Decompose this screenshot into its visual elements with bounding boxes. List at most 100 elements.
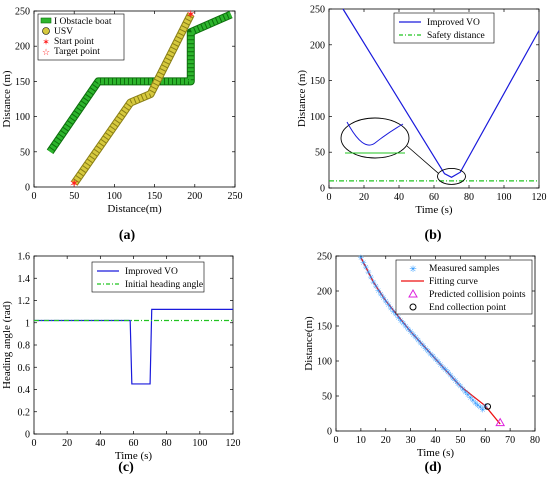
measured-sample-point: ✳: [437, 361, 444, 370]
x-tick-label: 60: [429, 192, 439, 203]
measured-sample-point: ✳: [420, 342, 427, 351]
measured-sample-point: ✳: [365, 268, 372, 277]
x-tick-label: 30: [406, 435, 416, 446]
legend-swatch-obstacle: [40, 17, 52, 24]
measured-sample-point: ✳: [477, 403, 484, 412]
measured-sample-point: ✳: [440, 363, 447, 372]
x-tick-label: 40: [95, 438, 105, 449]
measured-sample-point: ✳: [417, 339, 424, 348]
legend-label-improved-vo: Improved VO: [125, 267, 178, 277]
measured-sample-point: ✳: [435, 358, 442, 367]
usv-path: [71, 13, 194, 186]
measured-sample-point: ✳: [397, 316, 404, 325]
measured-sample-point: ✳: [395, 314, 402, 323]
x-tick-label: 120: [532, 192, 547, 203]
legend-swatch-predicted: [408, 288, 418, 298]
legend-swatch-usv: [42, 27, 50, 35]
measured-sample-point: ✳: [455, 379, 462, 388]
panel-c: 0 20 40 60 80 100 120 0 0.2 0.4 0.6 0.8 1 1.2 1.4 1.6 Ti…: [1, 252, 241, 463]
x-axis-label: Time (s): [417, 447, 455, 459]
measured-sample-point: ✳: [392, 310, 399, 319]
y-tick-label: 250: [317, 252, 332, 263]
x-tick-label: 20: [381, 435, 391, 446]
x-tick-label: 100: [497, 192, 512, 203]
legend-label-target: Target point: [54, 47, 100, 57]
y-tick-label: 100: [317, 357, 332, 368]
legend-label-initial-heading: Initial heading angle: [125, 280, 203, 290]
measured-sample-point: ✳: [450, 374, 457, 383]
measured-sample-point: ✳: [469, 396, 476, 405]
measured-sample-point: ✳: [377, 290, 384, 299]
x-tick-label: 80: [162, 438, 172, 449]
measured-sample-point: ✳: [390, 307, 397, 316]
y-tick-label: 250: [310, 5, 325, 16]
x-tick-label: 0: [32, 191, 37, 202]
zoom-inset-vo-curve: [346, 121, 404, 146]
measured-sample-point: ✳: [457, 382, 464, 391]
series-line-improved-vo: [342, 8, 540, 178]
zoom-inset-ellipse: [340, 117, 410, 159]
measured-sample-point: ✳: [362, 263, 369, 272]
legend-swatch-end: [409, 303, 417, 311]
y-tick-label: 1.4: [18, 274, 31, 285]
zoom-target-ellipse: [437, 167, 466, 185]
y-tick-label: 0.2: [18, 407, 31, 418]
x-axis-label: Time (s): [115, 450, 153, 462]
y-tick-label: 200: [317, 287, 332, 298]
measured-sample-point: ✳: [385, 300, 392, 309]
zoom-connector: [406, 145, 439, 174]
measured-sample-point: ✳: [415, 336, 422, 345]
y-tick-label: 0: [25, 183, 30, 194]
measured-sample-point: ✳: [460, 385, 467, 394]
x-axis-label: Distance(m): [107, 203, 162, 215]
legend-box: [37, 13, 125, 61]
x-tick-label: 60: [480, 435, 490, 446]
legend-label-measured: Measured samples: [429, 264, 500, 274]
panel-d: 0 10 20 30 40 50 60 70 80 0 50 100 150 200 250 Time (s)…: [303, 252, 540, 460]
panel-b: 0 20 40 60 80 100 120 0 50 100 150 200 250 Time (s) Di…: [296, 5, 547, 217]
measured-sample-point: ✳: [387, 304, 394, 313]
measured-sample-point: ✳: [467, 393, 474, 402]
y-tick-label: 150: [15, 77, 30, 88]
measured-sample-point: ✳: [425, 347, 432, 356]
x-tick-label: 20: [359, 192, 369, 203]
y-tick-label: 0.6: [18, 363, 31, 374]
y-tick-label: 200: [310, 40, 325, 51]
measured-sample-point: ✳: [380, 293, 387, 302]
caption-b: (b): [424, 228, 441, 243]
x-tick-label: 150: [147, 191, 162, 202]
y-tick-label: 1.2: [18, 296, 31, 307]
legend-box: [393, 12, 495, 44]
x-tick-label: 40: [431, 435, 441, 446]
x-tick-label: 100: [192, 438, 207, 449]
legend-label-end: End collection point: [429, 303, 506, 313]
y-axis-label: Heading angle (rad): [1, 301, 13, 389]
legend-box: [395, 259, 533, 315]
measured-sample-point: ✳: [375, 286, 382, 295]
y-tick-label: 50: [322, 392, 332, 403]
legend-box: [91, 261, 205, 293]
start-point-marker: ✶: [69, 176, 79, 190]
measured-sample-point: ✳: [447, 371, 454, 380]
measured-sample-point: ✳: [474, 401, 481, 410]
measured-sample-point: ✳: [400, 319, 407, 328]
obstacle-boat-path: [47, 11, 233, 154]
y-axis-label: Distance (m): [1, 70, 13, 127]
legend-label-start: Start point: [54, 37, 94, 47]
legend-swatch-measured: ✳: [409, 265, 417, 275]
legend-label-fitting: Fitting curve: [429, 277, 478, 287]
measured-sample-point: ✳: [432, 355, 439, 364]
caption-c: (c): [118, 460, 134, 475]
legend-swatch-target: ☆: [42, 48, 50, 58]
x-tick-label: 50: [69, 191, 79, 202]
y-tick-label: 0: [320, 184, 325, 195]
predicted-collision-point: [495, 417, 506, 427]
x-tick-label: 40: [394, 192, 404, 203]
y-tick-label: 0: [327, 427, 332, 438]
y-tick-label: 100: [310, 112, 325, 123]
y-axis-label: Distance (m): [296, 70, 308, 127]
x-axis-label: Time (s): [415, 204, 453, 216]
measured-sample-point: ✳: [462, 388, 469, 397]
measured-sample-point: ✳: [405, 325, 412, 334]
